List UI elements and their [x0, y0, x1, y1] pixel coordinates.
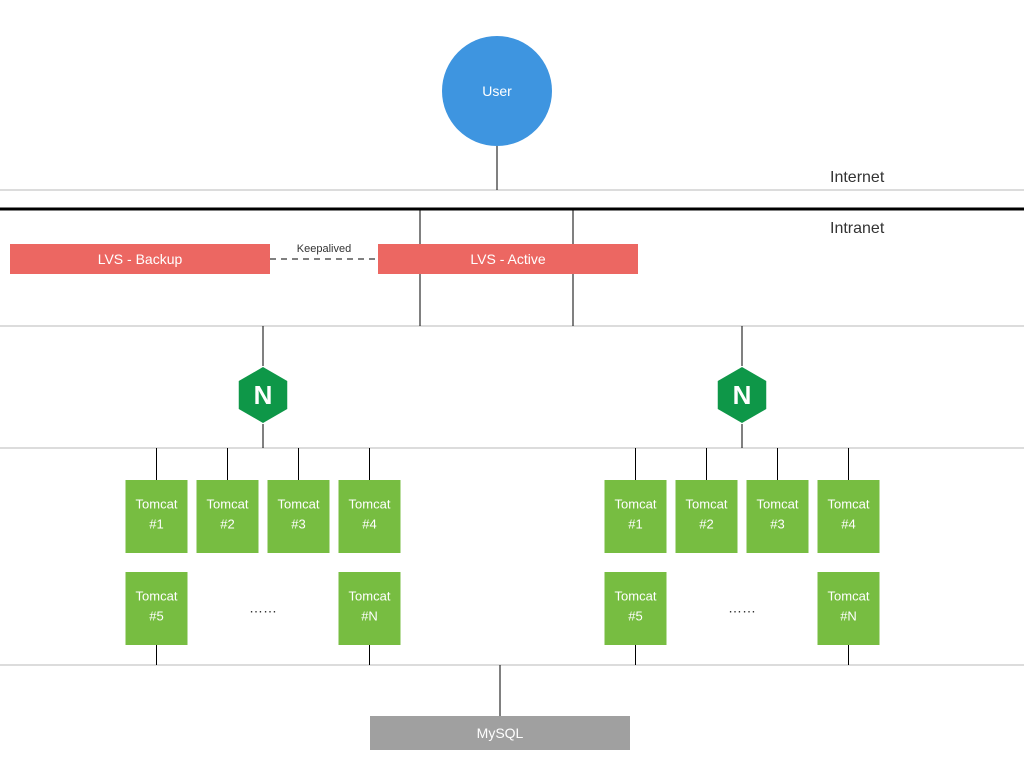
ellipsis: ……	[249, 600, 277, 616]
tomcat-number: #1	[149, 517, 163, 532]
nginx-label: N	[733, 380, 752, 410]
tomcat-label: Tomcat	[615, 589, 657, 604]
tomcat-number: #2	[699, 517, 713, 532]
user-label: User	[482, 83, 512, 99]
tomcat-label: Tomcat	[136, 497, 178, 512]
tomcat-label: Tomcat	[757, 497, 799, 512]
tomcat-label: Tomcat	[615, 497, 657, 512]
architecture-diagram: Internet Intranet User LVS - Backup LVS - Ac…	[0, 0, 1024, 768]
tomcat-number: #N	[361, 609, 378, 624]
tomcat-label: Tomcat	[349, 589, 391, 604]
tomcat-label: Tomcat	[207, 497, 249, 512]
lvs-backup-node-label: LVS - Backup	[98, 251, 183, 267]
tomcat-label: Tomcat	[349, 497, 391, 512]
tomcat-number: #1	[628, 517, 642, 532]
mysql-label: MySQL	[477, 725, 524, 741]
tomcat-label: Tomcat	[686, 497, 728, 512]
tomcat-number: #2	[220, 517, 234, 532]
internet-label: Internet	[830, 169, 885, 186]
tomcat-number: #5	[628, 609, 642, 624]
tomcat-number: #N	[840, 609, 857, 624]
ellipsis: ……	[728, 600, 756, 616]
tomcat-number: #4	[841, 517, 855, 532]
tomcat-number: #3	[291, 517, 305, 532]
tomcat-number: #5	[149, 609, 163, 624]
tomcat-label: Tomcat	[278, 497, 320, 512]
intranet-label: Intranet	[830, 220, 885, 237]
tomcat-number: #4	[362, 517, 376, 532]
keepalived-label: Keepalived	[297, 243, 351, 255]
nginx-label: N	[254, 380, 273, 410]
tomcat-label: Tomcat	[828, 497, 870, 512]
tomcat-label: Tomcat	[828, 589, 870, 604]
lvs-active-node-label: LVS - Active	[470, 251, 545, 267]
tomcat-label: Tomcat	[136, 589, 178, 604]
tomcat-number: #3	[770, 517, 784, 532]
